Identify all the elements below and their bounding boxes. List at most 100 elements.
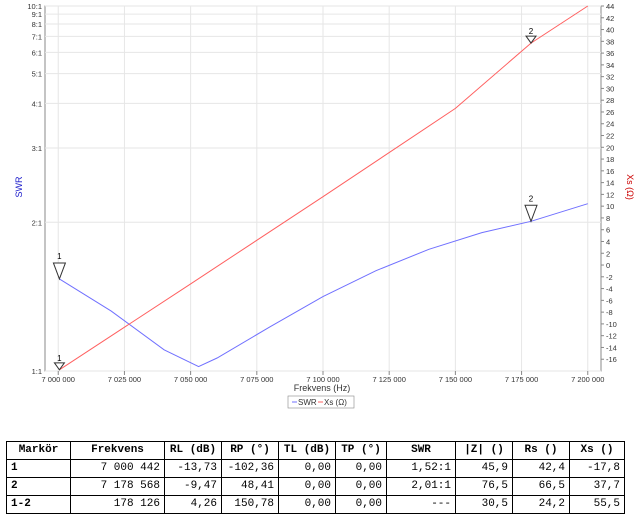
cell: 0,00 [335, 495, 387, 514]
y-right-tick-label: 14 [606, 179, 614, 188]
y-right-tick-label: 20 [606, 143, 614, 152]
cell: 0,00 [278, 495, 336, 514]
y-left-axis-ticks: 1:1 2:1 3:1 4:1 5:1 6:1 7:1 8:19:110:1 [27, 2, 42, 376]
legend-swr-label: SWR [298, 398, 317, 407]
y-right-tick-label: 24 [606, 120, 614, 129]
cell: 37,7 [569, 477, 625, 496]
table-row: 1-2 178 126 4,26 150,78 0,00 0,00 --- 30… [6, 495, 625, 514]
col-xs: Xs () [569, 441, 625, 460]
x-tick-label: 7 100 000 [306, 375, 339, 384]
legend: SWR Xs (Ω) [287, 395, 355, 409]
y-left-tick-label: 10:1 [27, 2, 42, 11]
cell: 7 178 568 [70, 477, 165, 496]
y-right-tick-label: 6 [606, 226, 610, 235]
y-left-tick-label: 7:1 [32, 32, 42, 41]
y-right-tick-label: -10 [606, 320, 617, 329]
y-right-tick-label: 18 [606, 155, 614, 164]
cell: 1-2 [6, 495, 71, 514]
table-row: 2 7 178 568 -9,47 48,41 0,00 0,00 2,01:1… [6, 477, 625, 496]
swr-line [59, 203, 588, 368]
x-tick-label: 7 175 000 [505, 375, 538, 384]
cell: 24,2 [512, 495, 570, 514]
xs-line [59, 5, 589, 371]
x-tick-label: 7 025 000 [108, 375, 141, 384]
xs-marker-1 [53, 362, 66, 371]
y-right-tick-label: -16 [606, 355, 617, 364]
y-right-tick-label: -12 [606, 332, 617, 341]
cell: 55,5 [569, 495, 625, 514]
swr-marker-label: 2 [529, 194, 534, 203]
y-right-tick-label: 10 [606, 202, 614, 211]
col-rp: RP (°) [221, 441, 279, 460]
y-right-tick-label: 42 [606, 14, 614, 23]
y-left-tick-label: 4:1 [32, 99, 42, 108]
cell: -9,47 [164, 477, 222, 496]
swr-marker-2 [524, 204, 538, 223]
y-right-tick-label: 0 [606, 261, 610, 270]
y-right-tick-label: 34 [606, 61, 614, 70]
cell: 45,9 [455, 459, 513, 478]
col-tl: TL (dB) [278, 441, 336, 460]
y-left-tick-label: 1:1 [32, 367, 42, 376]
x-axis-ticks: 7 000 000 7 025 000 7 050 000 7 075 000 7 10… [42, 371, 604, 384]
cell: 1,52:1 [386, 459, 456, 478]
y-right-tick-label: 4 [606, 237, 610, 246]
col-rl: RL (dB) [164, 441, 222, 460]
y-right-tick-label: -8 [606, 308, 613, 317]
xs-marker-2 [525, 35, 537, 44]
y-right-tick-label: 16 [606, 167, 614, 176]
cell: -13,73 [164, 459, 222, 478]
cell: 178 126 [70, 495, 165, 514]
x-tick-label: 7 200 000 [571, 375, 604, 384]
y-left-tick-label: 9:1 [32, 10, 42, 19]
col-z: |Z| () [455, 441, 513, 460]
y-right-tick-label: -14 [606, 343, 617, 352]
col-rs: Rs () [512, 441, 570, 460]
cell: 0,00 [278, 477, 336, 496]
y-right-tick-label: 12 [606, 190, 614, 199]
y-left-tick-label: 5:1 [32, 70, 42, 79]
x-tick-label: 7 150 000 [439, 375, 472, 384]
cell: 76,5 [455, 477, 513, 496]
cell: 1 [6, 459, 71, 478]
table-row: 1 7 000 442 -13,73 -102,36 0,00 0,00 1,5… [6, 459, 625, 478]
cell: 7 000 442 [70, 459, 165, 478]
cell: --- [386, 495, 456, 514]
cell: 42,4 [512, 459, 570, 478]
y-right-tick-label: 2 [606, 249, 610, 258]
y-right-tick-label: -2 [606, 273, 613, 282]
y-right-tick-label: 38 [606, 37, 614, 46]
col-frekvens: Frekvens [70, 441, 165, 460]
marker-table-header: Markör Frekvens RL (dB) RP (°) TL (dB) T… [6, 441, 625, 460]
y-right-axis-label: Xs (Ω) [625, 174, 635, 200]
y-left-tick-label: 2:1 [32, 218, 42, 227]
y-right-tick-label: 28 [606, 96, 614, 105]
y-right-tick-label: 32 [606, 73, 614, 82]
markers: 1 1 2 2 [52, 27, 538, 371]
col-swr: SWR [386, 441, 456, 460]
cell: 150,78 [221, 495, 279, 514]
y-left-tick-label: 8:1 [32, 20, 42, 29]
x-tick-label: 7 000 000 [42, 375, 75, 384]
cell: 0,00 [335, 477, 387, 496]
y-right-tick-label: 36 [606, 49, 614, 58]
col-tp: TP (°) [335, 441, 387, 460]
y-right-tick-label: 26 [606, 108, 614, 117]
swr-xs-chart: 7 000 000 7 025 000 7 050 000 7 075 000 7 10… [14, 2, 635, 409]
x-tick-label: 7 125 000 [373, 375, 406, 384]
cell: -17,8 [569, 459, 625, 478]
x-axis-label: Frekvens (Hz) [294, 383, 351, 393]
xs-marker-label: 1 [57, 354, 62, 363]
y-left-axis-label: SWR [14, 176, 24, 197]
cell: 4,26 [164, 495, 222, 514]
y-right-tick-label: -4 [606, 285, 613, 294]
cell: 2 [6, 477, 71, 496]
cell: 0,00 [335, 459, 387, 478]
cell: 2,01:1 [386, 477, 456, 496]
swr-marker-label: 1 [57, 252, 62, 261]
cell: 66,5 [512, 477, 570, 496]
y-right-tick-label: 44 [606, 2, 614, 11]
cell: 0,00 [278, 459, 336, 478]
col-markor: Markör [6, 441, 71, 460]
xs-marker-label: 2 [529, 27, 534, 36]
